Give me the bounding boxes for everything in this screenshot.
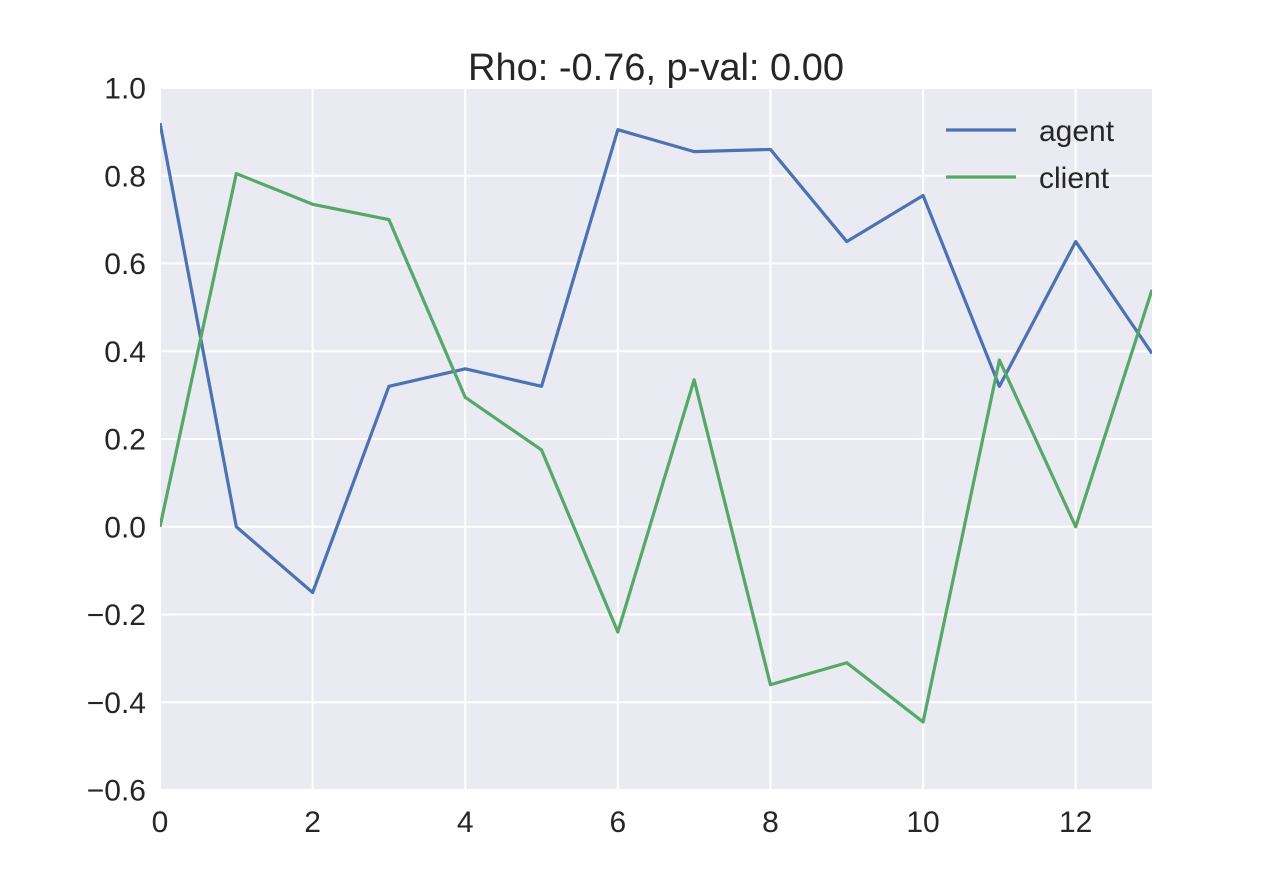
y-tick-label: 0.8 xyxy=(104,160,146,193)
grid xyxy=(159,87,1152,791)
y-tick-label: 0.0 xyxy=(104,511,146,544)
x-tick-label: 4 xyxy=(457,806,474,839)
x-tick-label: 2 xyxy=(304,806,321,839)
y-tick-label: 0.4 xyxy=(104,336,146,369)
legend-label-client: client xyxy=(1039,162,1110,195)
y-tick-label: −0.6 xyxy=(87,775,146,808)
x-tick-label: 8 xyxy=(762,806,779,839)
x-tick-label: 6 xyxy=(610,806,627,839)
series-line-client xyxy=(160,171,1152,724)
x-tick-label: 12 xyxy=(1059,806,1092,839)
legend-label-agent: agent xyxy=(1039,115,1115,148)
y-tick-label: −0.4 xyxy=(87,687,146,720)
x-tick-label: 0 xyxy=(152,806,169,839)
y-tick-label: 0.6 xyxy=(104,248,146,281)
x-axis-ticks: 0 2 4 6 8 10 12 xyxy=(152,806,1093,839)
legend: agent client xyxy=(946,115,1115,195)
y-tick-label: 0.2 xyxy=(104,424,146,457)
chart-title: Rho: -0.76, p-val: 0.00 xyxy=(468,47,844,89)
y-tick-label: −0.2 xyxy=(87,599,146,632)
y-axis-ticks: −0.6 −0.4 −0.2 0.0 0.2 0.4 0.6 0.8 1.0 xyxy=(87,73,146,808)
x-tick-label: 10 xyxy=(906,806,939,839)
series-group xyxy=(160,122,1152,724)
series-line-agent xyxy=(160,122,1152,595)
y-tick-label: 1.0 xyxy=(104,73,146,106)
